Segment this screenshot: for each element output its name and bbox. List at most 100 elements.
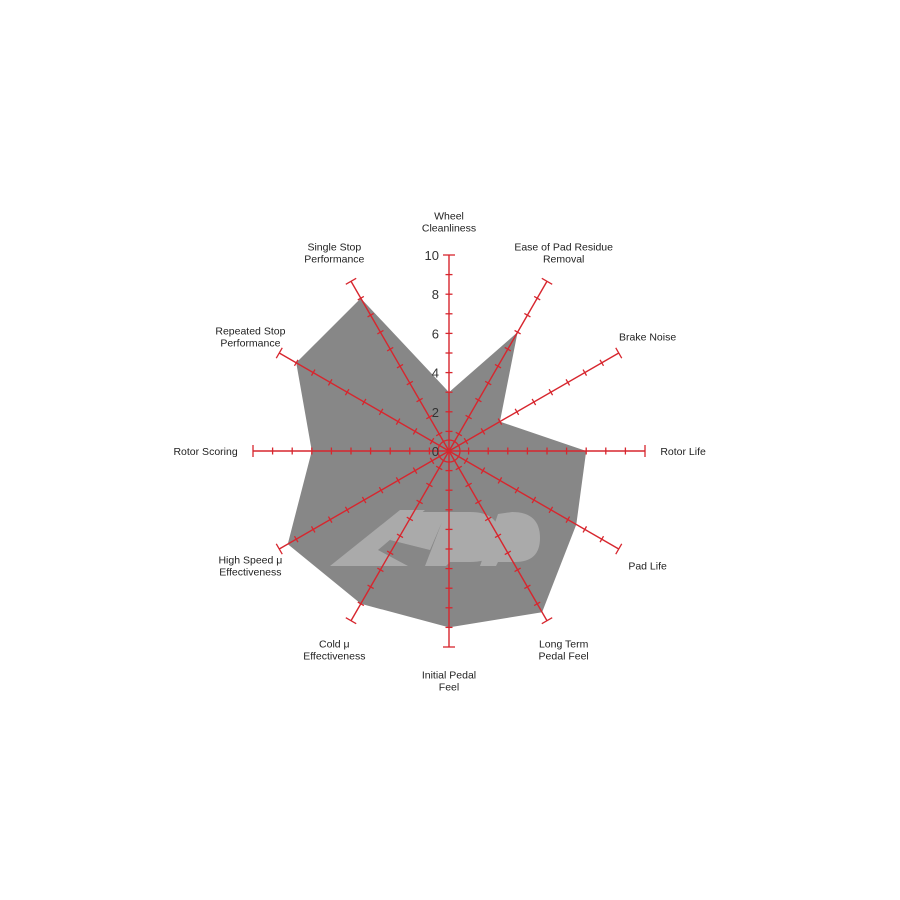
axis-tick — [565, 516, 571, 523]
axis-tick — [406, 516, 414, 522]
axis-label-line: Rotor Life — [660, 446, 706, 458]
axis-label: Wheel Cleanliness — [422, 211, 476, 235]
kpp-logo-watermark: KPP — [330, 510, 540, 566]
axis-label-line: Initial Pedal — [422, 669, 476, 681]
axis-tick — [531, 496, 537, 504]
axis-tick — [599, 359, 605, 367]
axis-label-line: Cleanliness — [422, 223, 476, 235]
r-tick-label: 4 — [432, 366, 439, 381]
axis-tick — [378, 486, 384, 494]
axis-tick — [429, 437, 435, 445]
axis-tick — [615, 347, 623, 359]
axis-tick — [514, 567, 521, 573]
r-tick-label: 8 — [432, 287, 439, 302]
logo-k-shape — [330, 510, 425, 566]
axis-tick — [275, 543, 283, 555]
axis-tick — [484, 380, 492, 386]
axis-tick — [494, 363, 502, 369]
axis-label-line: Repeated Stop — [215, 325, 285, 337]
axis-tick — [524, 584, 531, 590]
axis-label-line: High Speed μ — [218, 555, 282, 567]
axis-label: Rotor Scoring — [173, 446, 237, 458]
axis-tick — [416, 499, 423, 505]
axis-tick — [327, 516, 333, 523]
axis-tick — [395, 418, 401, 425]
axis-label-line: Brake Noise — [619, 331, 676, 343]
axis-tick — [386, 550, 394, 556]
center-circle — [437, 439, 461, 463]
axis-tick — [377, 329, 384, 335]
axis-tick — [494, 533, 502, 539]
axis-tick — [463, 457, 469, 465]
axis-tick — [327, 379, 333, 386]
axis-tick — [455, 431, 463, 437]
r-tick-label: 10 — [425, 248, 439, 263]
axis-label: Repeated Stop Performance — [215, 325, 285, 349]
axis-label: Initial Pedal Feel — [422, 669, 476, 693]
r-tick-label: 6 — [432, 326, 439, 341]
axis-tick — [533, 295, 541, 301]
axis-tick — [345, 277, 357, 285]
axis-tick — [463, 437, 469, 445]
axis-tick — [615, 543, 623, 555]
axis-label-line: Wheel — [434, 211, 464, 223]
axis-tick — [412, 467, 418, 474]
axis-tick — [480, 428, 486, 435]
axis-tick — [484, 516, 492, 522]
axis-tick — [429, 457, 435, 465]
axis-tick — [367, 584, 374, 590]
axis-label: Ease of Pad Residue Removal — [514, 241, 613, 265]
axis-tick — [504, 346, 512, 352]
axis-label-line: Feel — [439, 681, 459, 693]
axis-tick — [361, 398, 367, 406]
axis-tick — [465, 414, 472, 420]
axis-tick — [514, 329, 521, 335]
axis-tick — [514, 408, 520, 416]
axis-label-line: Removal — [543, 253, 584, 265]
axis-label: Single Stop Performance — [304, 241, 364, 265]
axis-label-line: Rotor Scoring — [173, 446, 237, 458]
axis-label: High Speed μ Effectiveness — [218, 555, 282, 579]
axis-tick — [533, 601, 541, 607]
axis-tick — [435, 431, 443, 437]
axis-label-line: Long Term — [539, 639, 589, 651]
axis-label-line: Pad Life — [628, 561, 667, 573]
axis-tick — [524, 312, 531, 318]
axis-label-line: Performance — [304, 253, 364, 265]
axis-tick — [345, 617, 357, 625]
axis-tick — [497, 418, 503, 425]
axis-tick — [514, 486, 520, 494]
r-tick-label: 0 — [432, 444, 439, 459]
data-polygon — [287, 298, 587, 628]
axis-tick — [344, 506, 350, 514]
axis-tick — [275, 347, 283, 359]
axis-tick — [541, 277, 553, 285]
axis-tick — [475, 499, 482, 505]
axis-tick — [465, 482, 472, 488]
axis-tick — [406, 380, 414, 386]
axis-label: Pad Life — [628, 561, 667, 573]
axis-tick — [582, 526, 588, 533]
axis-label: Rotor Life — [660, 446, 706, 458]
axis-tick — [386, 346, 394, 352]
axis-tick — [455, 465, 463, 471]
axis-tick — [396, 363, 404, 369]
axis-label-line: Ease of Pad Residue — [514, 241, 613, 253]
axis-label-line: Pedal Feel — [539, 651, 589, 663]
axis-label-line: Performance — [220, 337, 280, 349]
axis-tick — [357, 295, 365, 301]
axis-tick — [344, 388, 350, 396]
axis-tick — [426, 482, 433, 488]
axis-label-line: Cold μ — [319, 639, 350, 651]
axis-tick — [541, 617, 553, 625]
axis-tick — [377, 567, 384, 573]
axis-label: Cold μ Effectiveness — [303, 639, 365, 663]
axis-tick — [416, 397, 423, 403]
axis-tick — [310, 526, 316, 533]
axis-tick — [504, 550, 512, 556]
axis-tick — [497, 477, 503, 484]
axis-label-line: Single Stop — [307, 241, 361, 253]
axis-tick — [361, 496, 367, 504]
axis-tick — [582, 369, 588, 376]
